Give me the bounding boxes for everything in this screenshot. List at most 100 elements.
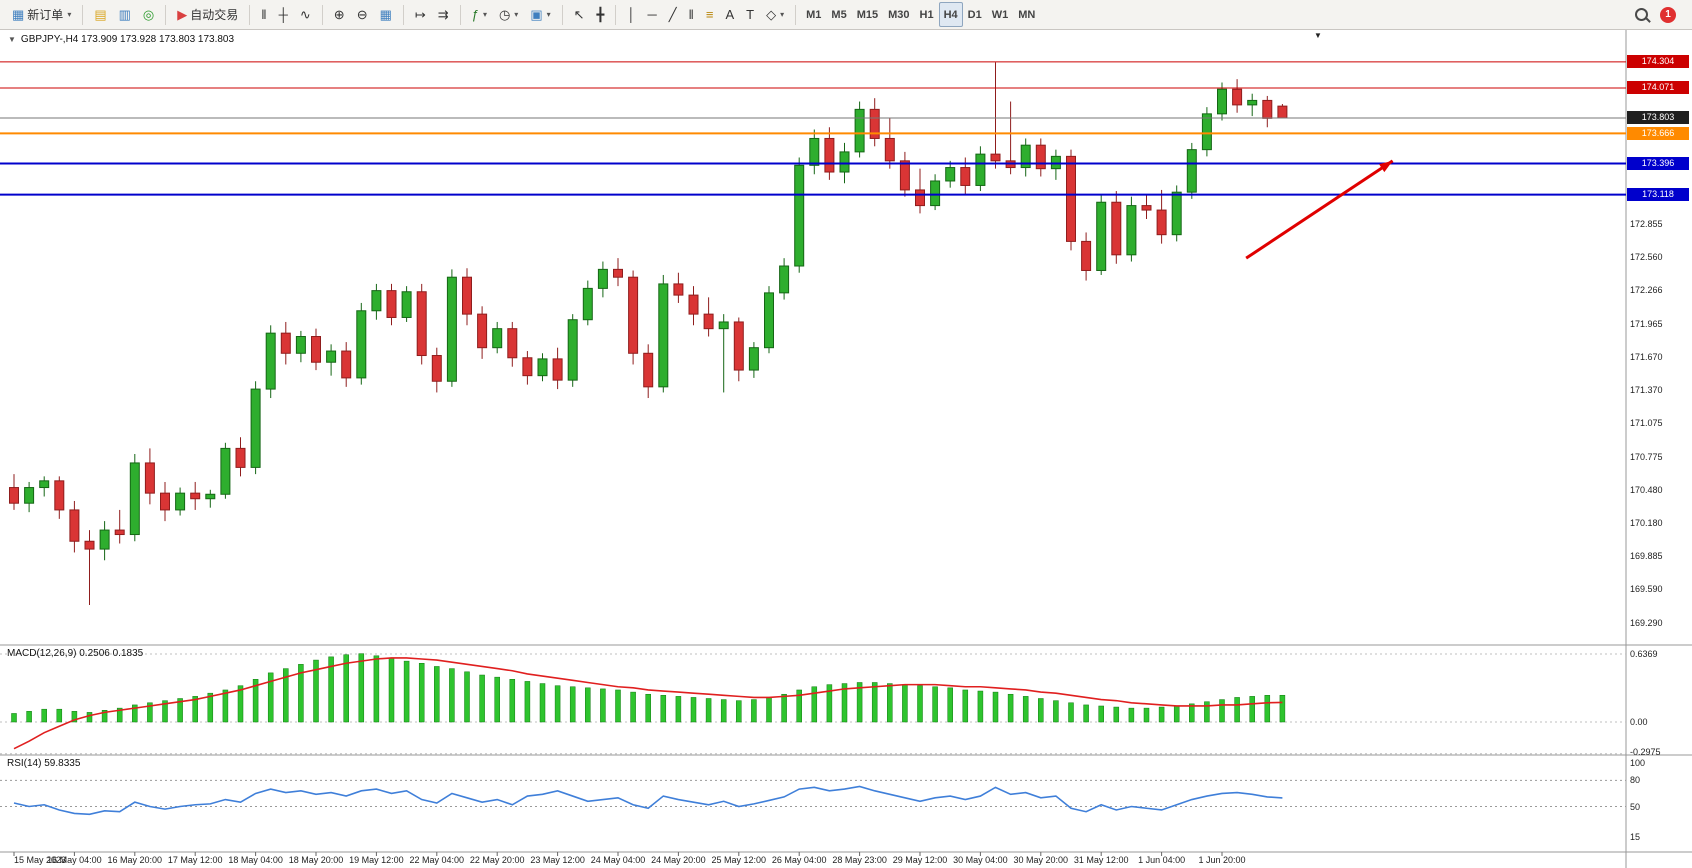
macd-bar (736, 700, 742, 723)
candle (160, 481, 170, 522)
fibonacci-button[interactable]: ≡ (700, 2, 720, 27)
shapes-button[interactable]: ◇ ▾ (760, 2, 790, 27)
candle (311, 328, 321, 371)
toolbar-separator (459, 4, 461, 25)
macd-bar (826, 684, 833, 723)
macd-bar (298, 664, 304, 723)
crosshair-button[interactable]: ╋ (591, 2, 611, 27)
line-chart-button[interactable]: ∿ (294, 2, 317, 27)
macd-bar (116, 707, 123, 723)
macd-bar (373, 655, 380, 723)
macd-bar (162, 700, 168, 723)
navigator-button[interactable]: ◎ (137, 2, 160, 27)
tf-d1-label: D1 (967, 8, 982, 21)
macd-bar (645, 693, 651, 723)
tf-w1-button[interactable]: W1 (987, 2, 1014, 27)
horizontal-line-button[interactable]: ─ (641, 2, 662, 27)
zoom-out-button[interactable]: ⊖ (351, 2, 374, 27)
candle (24, 481, 35, 513)
tf-h1-label: H1 (919, 8, 934, 21)
trendline-icon: ╱ (668, 7, 677, 22)
algo-trading-button[interactable]: ▶ 自动交易 (171, 2, 244, 27)
candle (764, 286, 774, 354)
candle (1141, 194, 1152, 220)
candle (1081, 232, 1092, 281)
market-watch-button[interactable]: ▥ (113, 2, 137, 27)
algo-trading-label: 自动交易 (190, 8, 239, 22)
tf-h4-button[interactable]: H4 (938, 2, 963, 27)
horizontal-line-icon: ─ (647, 7, 657, 22)
text-label-icon: T (746, 7, 755, 22)
macd-bar (615, 689, 621, 723)
candle (1156, 189, 1167, 244)
tf-d1-button[interactable]: D1 (963, 2, 987, 27)
tf-m5-button[interactable]: M5 (826, 2, 851, 27)
candle (975, 146, 986, 192)
indicators-button[interactable]: ƒ ▾ (466, 2, 493, 27)
tile-windows-button[interactable]: ▦ (374, 2, 398, 27)
macd-bar (781, 693, 787, 723)
candle (1186, 142, 1197, 199)
candle (341, 342, 352, 387)
toolbar-separator (795, 4, 797, 25)
candle (658, 274, 669, 393)
macd-bar (71, 711, 78, 723)
macd-bar (1234, 697, 1240, 723)
macd-bar (554, 685, 561, 723)
text-label-button[interactable]: T (740, 2, 760, 27)
tf-mn-button[interactable]: MN (1013, 2, 1040, 27)
candle (190, 481, 201, 510)
candle (54, 476, 65, 519)
candle (794, 157, 805, 273)
text-button[interactable]: A (720, 2, 741, 27)
tf-m30-button[interactable]: M30 (883, 2, 914, 27)
macd-bar (932, 686, 938, 723)
auto-scroll-button[interactable]: ↦ (409, 2, 432, 27)
vertical-line-button[interactable]: │ (621, 2, 641, 27)
macd-bar (1249, 696, 1255, 723)
candle (613, 258, 623, 287)
tf-m1-button[interactable]: M1 (801, 2, 826, 27)
macd-bar (992, 691, 999, 723)
chart-shift-button[interactable]: ⇉ (432, 2, 455, 27)
cursor-button[interactable]: ↖ (568, 2, 591, 27)
profiles-button[interactable]: ▤ (88, 2, 112, 27)
periods-button[interactable]: ◷ ▾ (493, 2, 524, 27)
rsi-line (13, 785, 1283, 816)
candle (673, 272, 684, 303)
candlestick-chart-button[interactable]: ┼ (273, 2, 294, 27)
tf-m15-button[interactable]: M15 (852, 2, 883, 27)
tf-h1-button[interactable]: H1 (915, 2, 939, 27)
toolbar-separator (615, 4, 617, 25)
trend-arrow[interactable] (1245, 159, 1394, 260)
macd-bar (902, 684, 908, 723)
zoom-in-button[interactable]: ⊕ (328, 2, 351, 27)
macd-bar (403, 660, 410, 723)
search-icon[interactable] (1635, 8, 1648, 21)
zoom-in-icon: ⊕ (333, 7, 345, 22)
toolbar-separator (165, 4, 167, 25)
zoom-out-icon: ⊖ (356, 7, 368, 22)
shapes-caret-icon: ▾ (780, 10, 785, 19)
toolbar-right: 1 (1635, 6, 1686, 23)
notification-badge[interactable]: 1 (1660, 6, 1676, 23)
line-chart-icon: ∿ (299, 7, 311, 22)
new-order-button[interactable]: ▦ 新订单 ▾ (6, 2, 77, 27)
candle (748, 342, 759, 378)
macd-bar (977, 690, 984, 723)
macd-bar (705, 698, 712, 723)
toolbar: ▦ 新订单 ▾ ▤ ▥ ◎ ▶ 自动交易 ‖ ┼ ∿ ⊕ ⊖ ▦ ↦ ⇉ ƒ ▾ ◷ ▾ ▣ ▾ ↖ ╋ │ ─ ╱ ‖ ≡ A T ◇ ▾ M1… (0, 0, 1692, 30)
equidistant-channel-button[interactable]: ‖ (683, 2, 700, 27)
macd-bar (1022, 696, 1029, 723)
trendline-button[interactable]: ╱ (663, 2, 683, 27)
macd-bar (479, 674, 485, 723)
candle (371, 283, 382, 320)
templates-button[interactable]: ▣ ▾ (524, 2, 556, 27)
periods-icon: ◷ (498, 7, 511, 22)
text-icon: A (725, 7, 735, 22)
candle (628, 270, 639, 365)
candle (1126, 196, 1137, 262)
bar-chart-button[interactable]: ‖ (255, 2, 272, 27)
macd-bar (86, 712, 93, 723)
